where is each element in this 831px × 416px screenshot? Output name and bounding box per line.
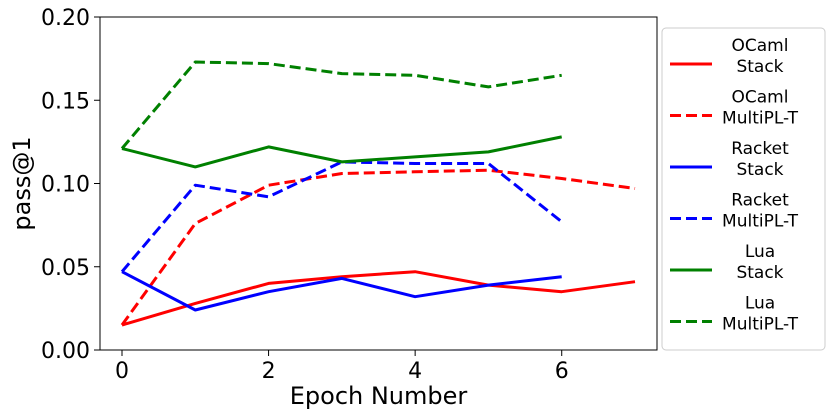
series-line-lua-stack: [121, 135, 563, 169]
plot-lines: [120, 60, 636, 327]
x-tick-label: 2: [262, 359, 276, 384]
y-axis: 0.00 0.05 0.10 0.15 0.20: [41, 6, 100, 364]
series-line-ocaml-stack: [121, 270, 636, 327]
legend-label: OCaml Stack: [732, 36, 789, 77]
legend-label: Lua Stack: [736, 242, 783, 283]
x-tick-label: 0: [115, 359, 129, 384]
x-tick-label: 4: [408, 359, 422, 384]
plot-area-frame: [99, 16, 658, 351]
series-line-lua-multipl-t: [120, 60, 562, 150]
legend-label: Racket MultiPL-T: [722, 191, 799, 232]
y-tick-label: 0.15: [41, 89, 90, 114]
x-tick-label: 6: [555, 359, 569, 384]
y-tick-label: 0.10: [41, 173, 90, 198]
legend-label: Lua MultiPL-T: [722, 294, 799, 335]
y-tick-label: 0.20: [41, 6, 90, 31]
series-line-racket-stack: [121, 270, 562, 312]
x-axis-label: Epoch Number: [290, 382, 468, 410]
legend-label: OCaml MultiPL-T: [722, 88, 799, 129]
y-tick-label: 0.00: [41, 339, 90, 364]
legend-label: Racket Stack: [731, 139, 789, 180]
legend: OCaml Stack OCaml MultiPL-T Racket Stack Racke…: [661, 27, 826, 351]
x-axis: 0 2 4 6: [115, 350, 569, 384]
series-line-racket-multipl-t: [120, 160, 563, 273]
y-axis-label: pass@1: [8, 136, 36, 230]
y-tick-label: 0.05: [41, 256, 90, 281]
series-line-ocaml-multipl-t: [120, 168, 636, 326]
